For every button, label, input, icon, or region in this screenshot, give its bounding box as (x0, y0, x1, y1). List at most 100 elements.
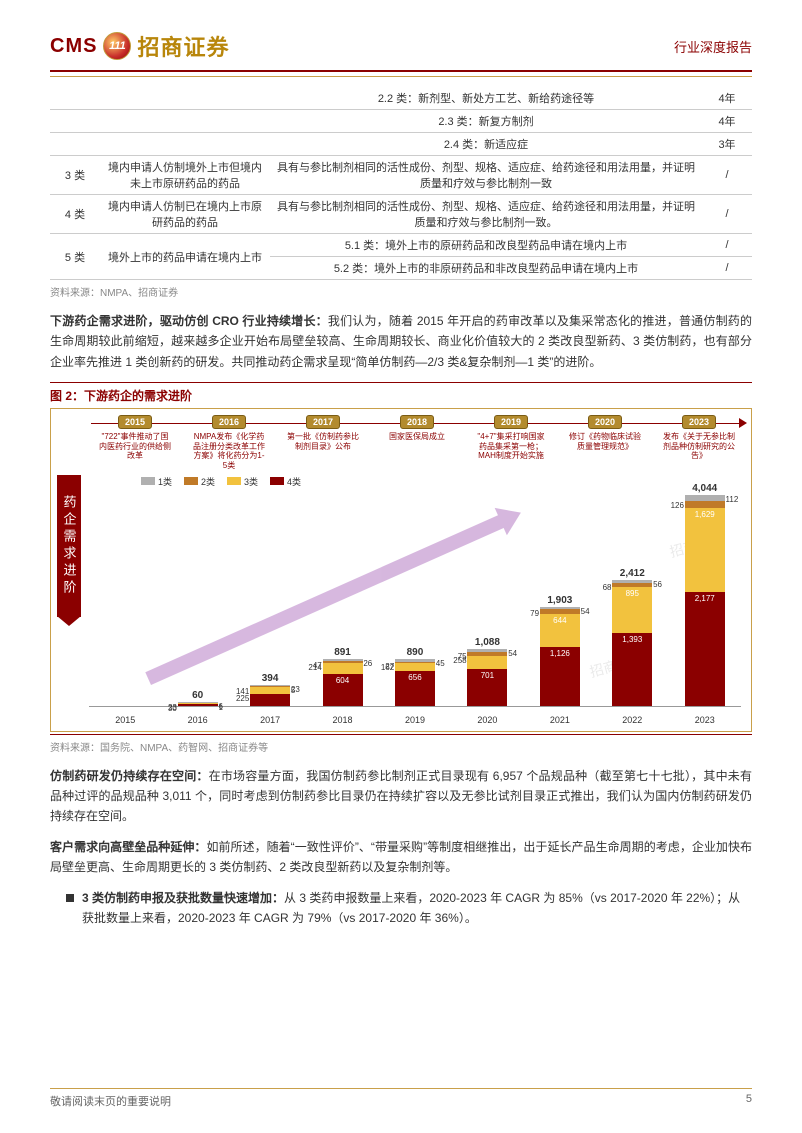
xaxis-label: 2018 (313, 715, 373, 725)
page-number: 5 (746, 1093, 752, 1109)
xaxis-label: 2016 (168, 715, 228, 725)
bar-total-label: 4,044 (692, 483, 717, 494)
bullet1-bold: 3 类仿制药申报及获批数量快速增加： (82, 891, 284, 905)
bar-segment: 701 (467, 669, 507, 705)
bar-stack: 7012587554 (467, 649, 507, 706)
timeline-item: 2023 发布《关于无参比制剂品种仿制研究的公告》 (653, 415, 745, 461)
segment-label: 75 (458, 652, 467, 661)
segment-label: 2,177 (695, 594, 715, 603)
table-cell: 3年 (702, 133, 752, 156)
bar-segment: 27 (395, 662, 435, 663)
table-cell: 具有与参比制剂相同的活性成份、剂型、规格、适应症、给药途径和用法用量，并证明质量… (270, 195, 702, 234)
table-cell: / (702, 234, 752, 257)
bar-segment: 644 (540, 614, 580, 647)
segment-label: 112 (726, 495, 739, 504)
bar-segment: 604 (323, 674, 363, 705)
para3-bold: 客户需求向高壁垒品种延伸： (50, 840, 206, 854)
timeline-desc: NMPA发布《化学药品注册分类改革工作方案》将化药分为1-5类 (193, 432, 265, 470)
xaxis-label: 2019 (385, 715, 445, 725)
segment-label: 126 (671, 501, 684, 510)
bar-segment: 656 (395, 671, 435, 705)
legend-label: 4类 (287, 475, 301, 488)
bar-stack: 1,3938956856 (612, 580, 652, 705)
timeline-item: 2019"4+7"集采打响国家药品集采第一枪；MAH制度开始实施 (465, 415, 557, 461)
table-cell: 境外上市的药品申请在境内上市 (100, 234, 270, 280)
bar-column: 8906561622745 (385, 647, 445, 705)
segment-label: 644 (553, 616, 566, 625)
legend-swatch-icon (270, 477, 284, 485)
figure-source: 资料来源：国务院、NMPA、药智网、招商证券等 (50, 739, 752, 754)
figure-title: 图 2：下游药企的需求进阶 (50, 382, 752, 404)
bar-segment: 141 (250, 687, 290, 694)
bar-segment: 1,126 (540, 647, 580, 706)
bar-segment: 23 (178, 703, 218, 704)
bar-segment: 54 (540, 607, 580, 610)
table-cell: 4年 (702, 110, 752, 133)
logo-cn-text: 招商证券 (137, 30, 229, 62)
bar-stack: 6561622745 (395, 659, 435, 705)
timeline-desc: 修订《药物临床试验质量管理规范》 (569, 432, 641, 451)
bar-stack: 6042144726 (323, 659, 363, 705)
table-cell (100, 87, 270, 110)
bar-total-label: 1,903 (547, 595, 572, 606)
table-cell: 4 类 (50, 195, 100, 234)
bar-segment: 1,393 (612, 633, 652, 705)
paragraph-3: 客户需求向高壁垒品种延伸：如前所述，随着“一致性评价”、“带量采购”等制度相继推… (50, 837, 752, 878)
segment-label: 23 (168, 703, 177, 712)
stacked-bar-chart: 1类2类3类4类 招商医药 招商医药 603023163942251415238… (81, 475, 745, 725)
bar-total-label: 1,088 (475, 637, 500, 648)
timeline-year: 2018 (400, 415, 434, 429)
bar-stack: 1,1266447954 (540, 607, 580, 706)
table-cell: 5.2 类：境外上市的非原研药品和非改良型药品申请在境内上市 (270, 257, 702, 280)
xaxis-label: 2020 (457, 715, 517, 725)
segment-label: 604 (336, 676, 349, 685)
timeline-item: 2020 修订《药物临床试验质量管理规范》 (559, 415, 651, 451)
bar-segment: 1,629 (685, 508, 725, 593)
segment-label: 141 (236, 687, 249, 696)
bar-segment: 56 (612, 580, 652, 583)
page-footer: 敬请阅读末页的重要说明 5 (50, 1088, 752, 1109)
bar-segment: 75 (467, 652, 507, 656)
table-cell: 2.3 类：新复方制剂 (270, 110, 702, 133)
timeline: 2015"722"事件推动了国内医药行业的供给侧改革2016NMPA发布《化学药… (57, 415, 745, 470)
legend-item: 2类 (184, 475, 215, 488)
timeline-year: 2015 (118, 415, 152, 429)
legend-label: 3类 (244, 475, 258, 488)
bar-total-label: 60 (192, 690, 203, 701)
timeline-year: 2023 (682, 415, 716, 429)
legend-label: 1类 (158, 475, 172, 488)
bar-column: 394225141523 (240, 673, 300, 705)
report-type: 行业深度报告 (674, 37, 752, 56)
table-cell: 5 类 (50, 234, 100, 280)
table-cell (50, 133, 100, 156)
legend-item: 4类 (270, 475, 301, 488)
timeline-year: 2019 (494, 415, 528, 429)
timeline-desc: 第一批《仿制药参比制剂目录》公布 (287, 432, 359, 451)
xaxis-label: 2022 (602, 715, 662, 725)
timeline-year: 2017 (306, 415, 340, 429)
segment-label: 54 (508, 649, 517, 658)
paragraph-2: 仿制药研发仍持续存在空间：在市场容量方面，我国仿制药参比制剂正式目录现有 6,9… (50, 766, 752, 827)
segment-label: 26 (363, 659, 372, 668)
segment-label: 1,629 (695, 510, 715, 519)
table-cell: 4年 (702, 87, 752, 110)
timeline-desc: 发布《关于无参比制剂品种仿制研究的公告》 (663, 432, 735, 461)
legend-item: 3类 (227, 475, 258, 488)
timeline-item: 2016NMPA发布《化学药品注册分类改革工作方案》将化药分为1-5类 (183, 415, 275, 470)
segment-label: 79 (530, 609, 539, 618)
legend-swatch-icon (227, 477, 241, 485)
segment-label: 701 (481, 671, 494, 680)
bar-stack: 302316 (178, 702, 218, 705)
timeline-item: 2018国家医保局成立 (371, 415, 463, 442)
legend-swatch-icon (184, 477, 198, 485)
bar-column: 4,0442,1771,629126112 (675, 483, 735, 705)
legend-swatch-icon (141, 477, 155, 485)
bar-column: 1,903 1,126 644 7954 (530, 595, 590, 706)
bullet-1: 3 类仿制药申报及获批数量快速增加：从 3 类药申报数量上来看，2020-202… (66, 888, 752, 929)
bar-column (95, 705, 155, 706)
bar-segment: 45 (395, 659, 435, 661)
timeline-year: 2020 (588, 415, 622, 429)
table-cell: 境内申请人仿制已在境内上市原研药品的药品 (100, 195, 270, 234)
logo-badge-icon: 111 (103, 32, 131, 60)
bar-total-label: 2,412 (620, 568, 645, 579)
